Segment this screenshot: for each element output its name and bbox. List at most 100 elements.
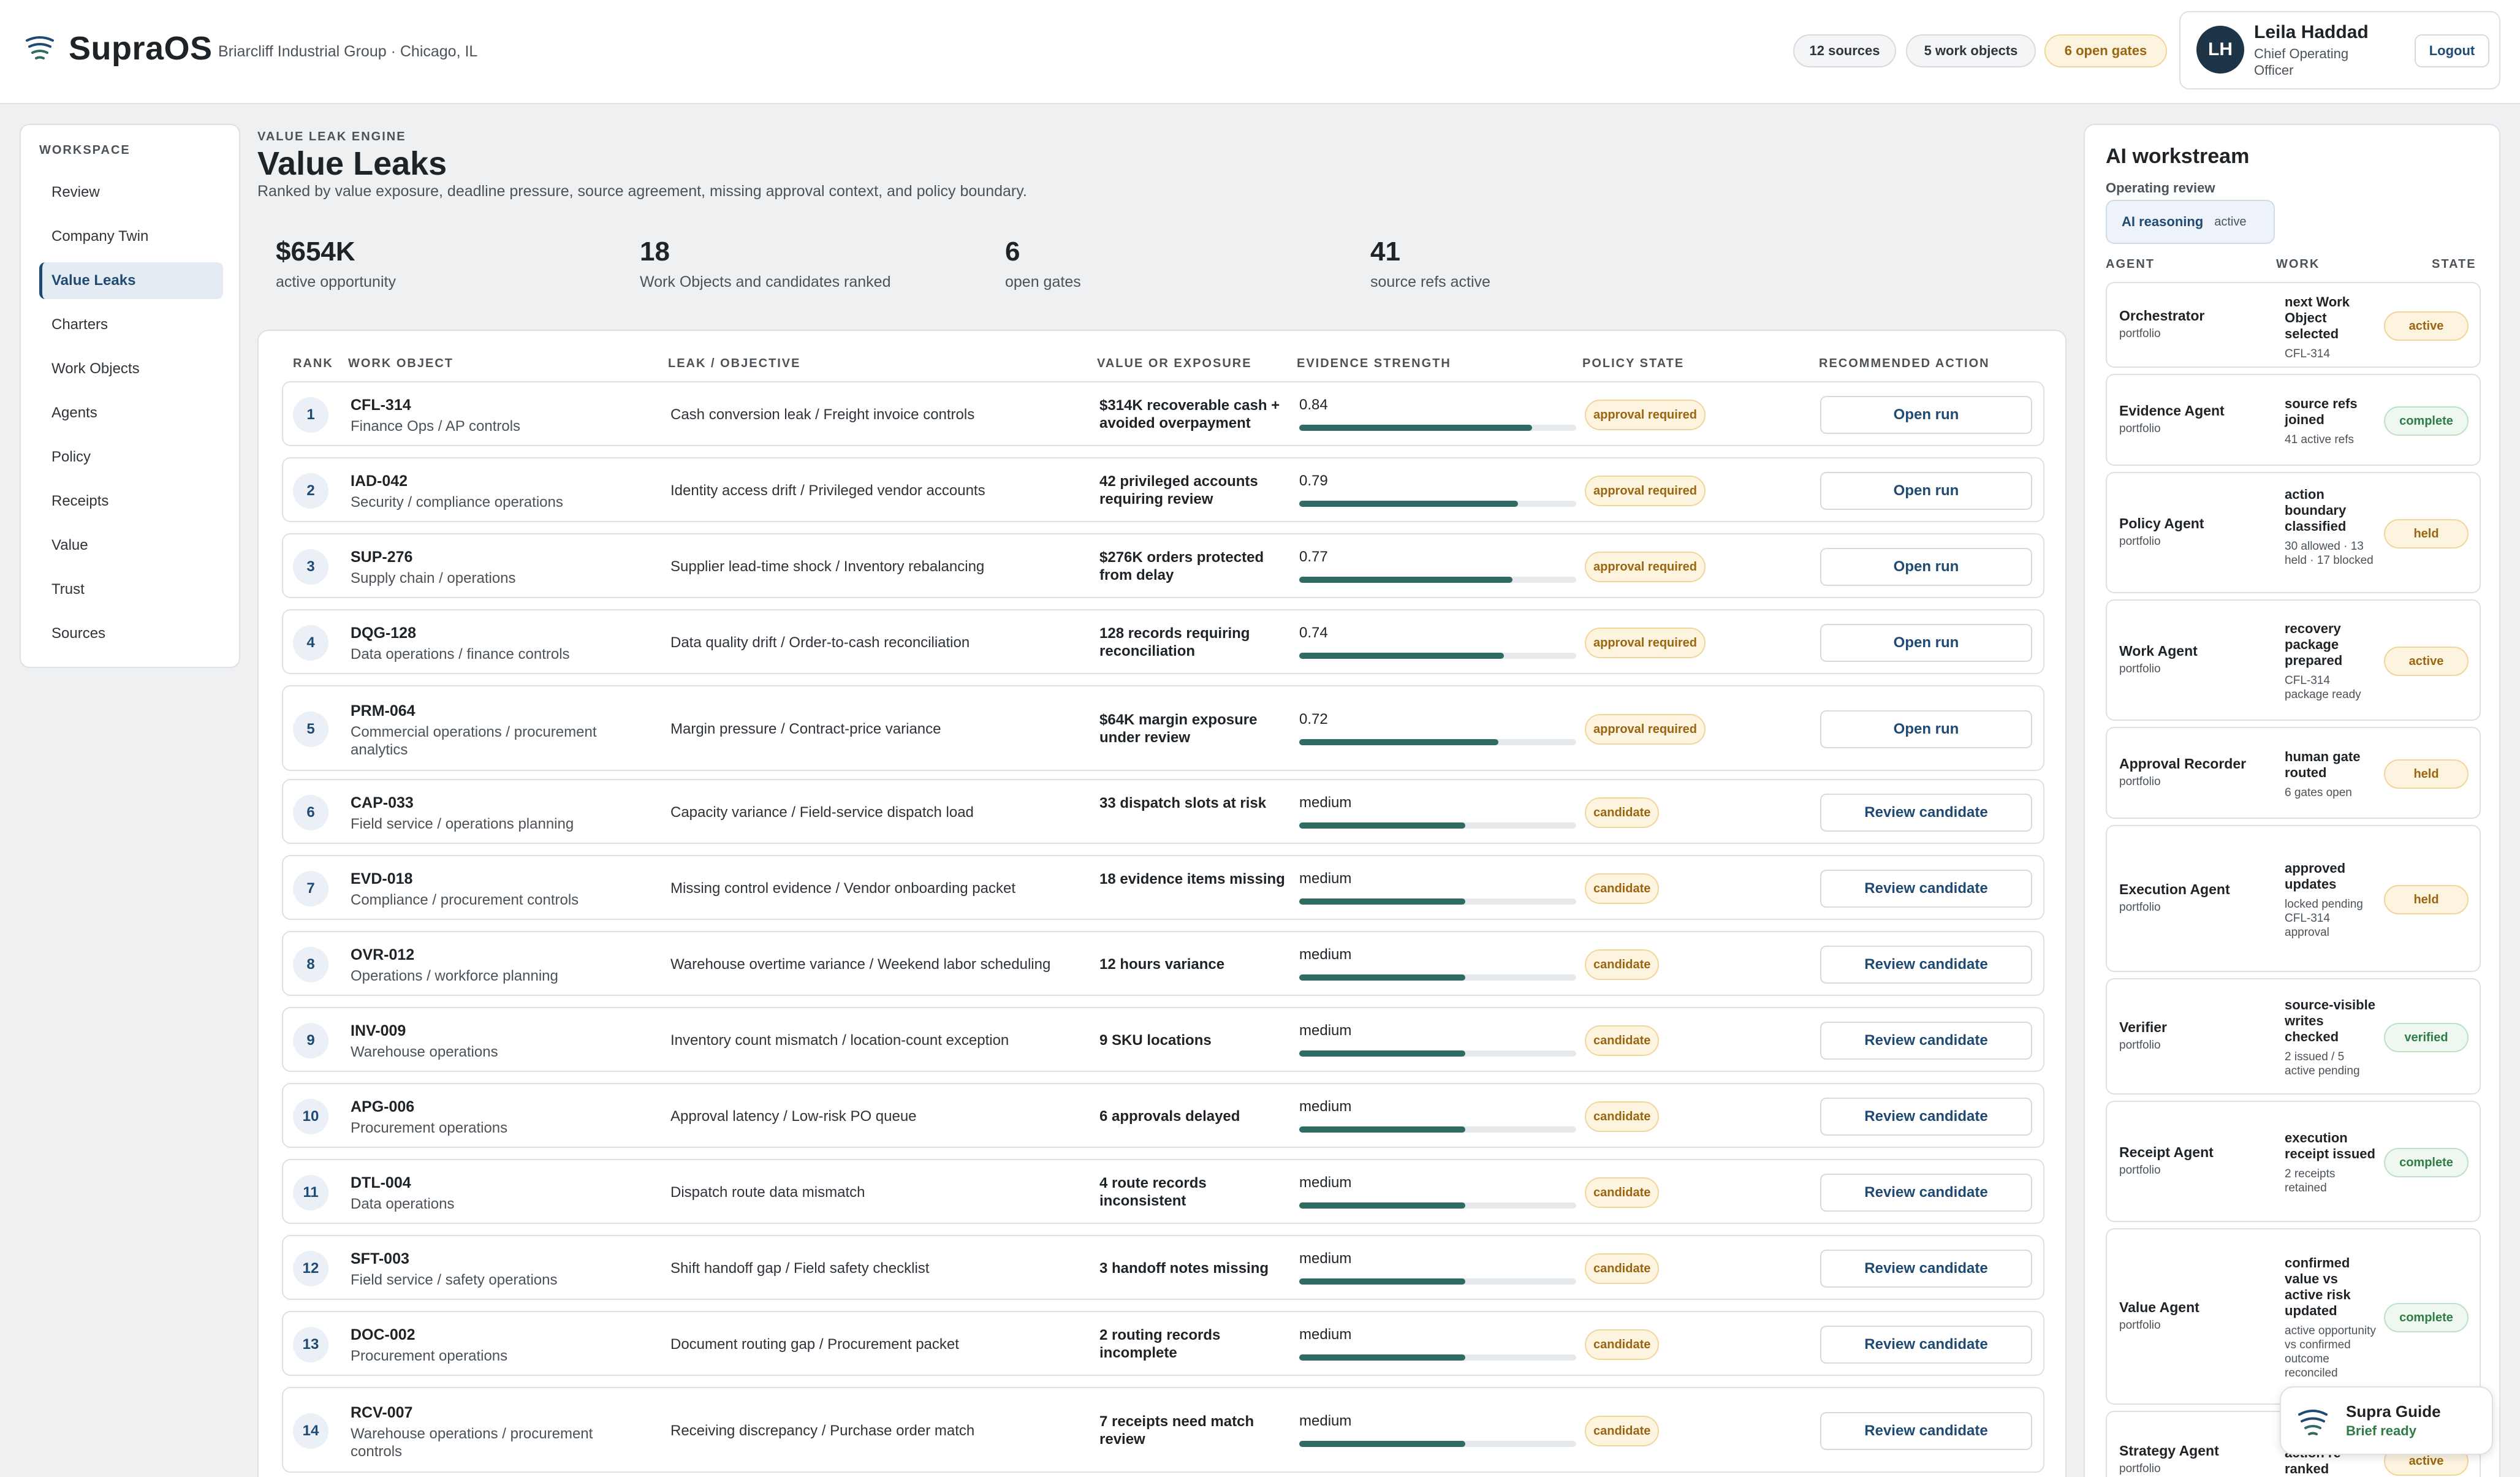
agent-card[interactable]: Verifier portfolio source-visible writes c… bbox=[2106, 978, 2481, 1095]
table-row[interactable]: 11 DTL-004 Data operations Dispatch route d… bbox=[282, 1159, 2044, 1224]
value-exposure: 4 route records inconsistent bbox=[1099, 1175, 1207, 1209]
recommended-action-button[interactable]: Review candidate bbox=[1820, 870, 2032, 908]
sidebar-item-company-twin[interactable]: Company Twin bbox=[51, 228, 149, 245]
recommended-action-button[interactable]: Review candidate bbox=[1820, 1022, 2032, 1060]
agent-card[interactable]: Approval Recorder portfolio human gate rou… bbox=[2106, 727, 2481, 819]
policy-state-badge: candidate bbox=[1585, 1101, 1660, 1132]
page-eyebrow: VALUE LEAK ENGINE bbox=[257, 130, 406, 143]
sidebar-item-value[interactable]: Value bbox=[51, 537, 88, 553]
sidebar-item-sources[interactable]: Sources bbox=[51, 625, 106, 642]
sidebar-item-agents[interactable]: Agents bbox=[51, 404, 97, 421]
recommended-action-button[interactable]: Review candidate bbox=[1820, 946, 2032, 984]
table-row[interactable]: 10 APG-006 Procurement operations Approval … bbox=[282, 1083, 2044, 1148]
sources-count-badge[interactable]: 12 sources bbox=[1793, 34, 1896, 67]
sidebar-item-value-leaks[interactable]: Value Leaks bbox=[39, 262, 223, 299]
supra-guide-button[interactable]: Supra Guide Brief ready bbox=[2280, 1386, 2493, 1455]
table-row[interactable]: 3 SUP-276 Supply chain / operations Supplie… bbox=[282, 533, 2044, 598]
column-header-rank: RANK bbox=[293, 357, 333, 370]
recommended-action-button[interactable]: Review candidate bbox=[1820, 1174, 2032, 1212]
table-row[interactable]: 12 SFT-003 Field service / safety operatio… bbox=[282, 1235, 2044, 1300]
agent-work-detail: CFL-314 bbox=[2285, 347, 2330, 360]
agent-card[interactable]: Policy Agent portfolio action boundary cla… bbox=[2106, 472, 2481, 593]
value-exposure: 2 routing records incomplete bbox=[1099, 1327, 1221, 1361]
agent-card[interactable]: Receipt Agent portfolio execution receipt … bbox=[2106, 1101, 2481, 1222]
avatar: LH bbox=[2196, 26, 2244, 74]
table-row[interactable]: 6 CAP-033 Field service / operations plann… bbox=[282, 779, 2044, 844]
work-object-code[interactable]: DQG-128 bbox=[351, 625, 416, 642]
evidence-strength-bar bbox=[1299, 1126, 1576, 1133]
work-object-code[interactable]: PRM-064 bbox=[351, 702, 416, 720]
work-objects-count-badge[interactable]: 5 work objects bbox=[1906, 34, 2036, 67]
leak-objective: Data quality drift / Order-to-cash recon… bbox=[670, 634, 970, 651]
agent-work: execution receipt issued bbox=[2285, 1130, 2375, 1161]
agent-work: action boundary classified bbox=[2285, 487, 2347, 534]
work-object-code[interactable]: DOC-002 bbox=[351, 1326, 416, 1343]
recommended-action-button[interactable]: Open run bbox=[1820, 548, 2032, 586]
table-row[interactable]: 7 EVD-018 Compliance / procurement control… bbox=[282, 855, 2044, 920]
recommended-action-button[interactable]: Review candidate bbox=[1820, 1098, 2032, 1136]
agent-card[interactable]: Orchestrator portfolio next Work Object se… bbox=[2106, 282, 2481, 368]
work-object-code[interactable]: CAP-033 bbox=[351, 794, 414, 811]
sidebar-item-review[interactable]: Review bbox=[51, 184, 100, 200]
work-object-code[interactable]: RCV-007 bbox=[351, 1404, 413, 1421]
table-row[interactable]: 9 INV-009 Warehouse operations Inventory co… bbox=[282, 1007, 2044, 1072]
agent-work-detail: 2 receipts retained bbox=[2285, 1168, 2336, 1194]
work-object-code[interactable]: APG-006 bbox=[351, 1098, 415, 1115]
rank-badge: 14 bbox=[293, 1413, 328, 1449]
agent-scope: portfolio bbox=[2119, 422, 2161, 435]
ai-reasoning-label: AI reasoning bbox=[2122, 214, 2204, 229]
work-object-code[interactable]: OVR-012 bbox=[351, 946, 415, 963]
table-row[interactable]: 4 DQG-128 Data operations / finance contro… bbox=[282, 609, 2044, 674]
sidebar-item-receipts[interactable]: Receipts bbox=[51, 493, 109, 509]
recommended-action-button[interactable]: Review candidate bbox=[1820, 1412, 2032, 1450]
sidebar-item-work-objects[interactable]: Work Objects bbox=[51, 360, 140, 377]
sidebar: WORKSPACE Review Company Twin Value Leak… bbox=[20, 124, 240, 668]
work-object-code[interactable]: CFL-314 bbox=[351, 397, 411, 414]
evidence-strength-fill bbox=[1299, 1354, 1466, 1361]
sidebar-item-charters[interactable]: Charters bbox=[51, 316, 108, 333]
agent-card[interactable]: Evidence Agent portfolio source refs joine… bbox=[2106, 374, 2481, 466]
open-gates-badge[interactable]: 6 open gates bbox=[2044, 34, 2167, 67]
agent-work: next Work Object selected bbox=[2285, 294, 2350, 341]
recommended-action-button[interactable]: Open run bbox=[1820, 396, 2032, 434]
work-object-domain: Procurement operations bbox=[351, 1348, 508, 1364]
agent-card[interactable]: Work Agent portfolio recovery package prep… bbox=[2106, 599, 2481, 721]
value-exposure: 9 SKU locations bbox=[1099, 1032, 1212, 1049]
table-row[interactable]: 1 CFL-314 Finance Ops / AP controls Cash co… bbox=[282, 381, 2044, 446]
recommended-action-button[interactable]: Open run bbox=[1820, 472, 2032, 510]
agent-work: source refs joined bbox=[2285, 396, 2358, 427]
column-header-work-object: WORK OBJECT bbox=[348, 357, 454, 370]
leak-objective: Cash conversion leak / Freight invoice c… bbox=[670, 406, 975, 423]
work-object-code[interactable]: SFT-003 bbox=[351, 1250, 409, 1267]
work-object-code[interactable]: SUP-276 bbox=[351, 549, 413, 566]
brand-name[interactable]: SupraOS bbox=[69, 30, 213, 67]
recommended-action-button[interactable]: Review candidate bbox=[1820, 794, 2032, 832]
agent-card[interactable]: Execution Agent portfolio approved updates… bbox=[2106, 825, 2481, 972]
column-header-action: RECOMMENDED ACTION bbox=[1819, 357, 1990, 370]
sidebar-item-policy[interactable]: Policy bbox=[51, 449, 91, 465]
table-row[interactable]: 14 RCV-007 Warehouse operations / procurem… bbox=[282, 1387, 2044, 1473]
work-object-code[interactable]: DTL-004 bbox=[351, 1174, 411, 1191]
recommended-action-button[interactable]: Open run bbox=[1820, 710, 2032, 748]
work-object-code[interactable]: EVD-018 bbox=[351, 870, 413, 887]
leak-objective: Document routing gap / Procurement packe… bbox=[670, 1336, 959, 1353]
work-object-code[interactable]: IAD-042 bbox=[351, 473, 408, 490]
agent-scope: portfolio bbox=[2119, 901, 2161, 914]
rank-badge: 13 bbox=[293, 1327, 328, 1362]
table-row[interactable]: 13 DOC-002 Procurement operations Document … bbox=[282, 1311, 2044, 1376]
recommended-action-button[interactable]: Open run bbox=[1820, 624, 2032, 662]
kpi-value: $654K bbox=[276, 237, 355, 267]
kpi-label: Work Objects and candidates ranked bbox=[640, 273, 891, 290]
work-object-code[interactable]: INV-009 bbox=[351, 1022, 406, 1039]
agent-card[interactable]: Value Agent portfolio confirmed value vs a… bbox=[2106, 1228, 2481, 1405]
ai-reasoning-chip[interactable]: AI reasoning active bbox=[2106, 200, 2275, 244]
recommended-action-button[interactable]: Review candidate bbox=[1820, 1326, 2032, 1364]
recommended-action-button[interactable]: Review candidate bbox=[1820, 1250, 2032, 1288]
value-exposure: 6 approvals delayed bbox=[1099, 1108, 1240, 1125]
table-row[interactable]: 5 PRM-064 Commercial operations / procurem… bbox=[282, 685, 2044, 771]
logout-button[interactable]: Logout bbox=[2415, 34, 2489, 67]
leak-objective: Supplier lead-time shock / Inventory reb… bbox=[670, 558, 985, 575]
table-row[interactable]: 2 IAD-042 Security / compliance operations… bbox=[282, 457, 2044, 522]
table-row[interactable]: 8 OVR-012 Operations / workforce planning W… bbox=[282, 931, 2044, 996]
sidebar-item-trust[interactable]: Trust bbox=[51, 581, 85, 598]
